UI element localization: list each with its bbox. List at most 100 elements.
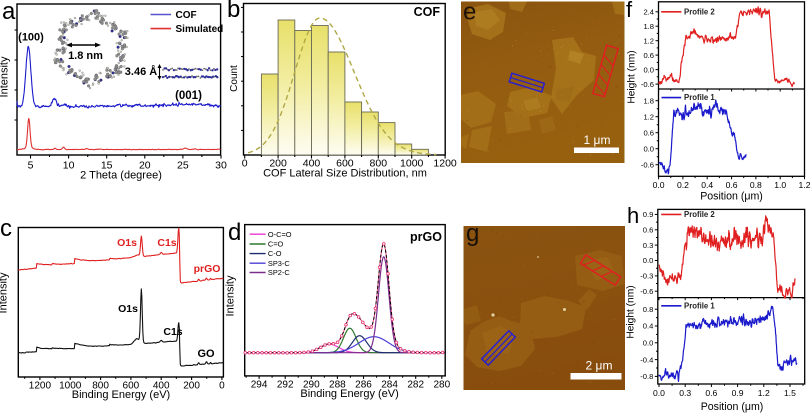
svg-text:1.2: 1.2 xyxy=(799,180,811,190)
svg-text:e: e xyxy=(463,0,476,26)
svg-text:SP2-C: SP2-C xyxy=(268,268,290,277)
svg-text:0.0: 0.0 xyxy=(643,65,654,74)
svg-text:25: 25 xyxy=(177,160,189,172)
svg-text:1.8: 1.8 xyxy=(643,22,654,31)
svg-text:Intensity: Intensity xyxy=(225,275,237,316)
svg-text:280: 280 xyxy=(433,380,450,391)
svg-text:800: 800 xyxy=(370,158,388,170)
svg-text:O1s: O1s xyxy=(118,303,138,315)
svg-text:1.8: 1.8 xyxy=(643,96,654,105)
svg-text:1.8 nm: 1.8 nm xyxy=(68,50,103,62)
svg-text:1.0: 1.0 xyxy=(774,180,786,190)
svg-text:1 μm: 1 μm xyxy=(584,133,611,147)
svg-text:290: 290 xyxy=(303,380,320,391)
svg-text:2.4: 2.4 xyxy=(643,7,654,16)
svg-text:400: 400 xyxy=(153,381,170,392)
svg-text:Position (μm): Position (μm) xyxy=(700,191,763,203)
svg-text:2 Theta (degree): 2 Theta (degree) xyxy=(80,170,162,182)
svg-text:286: 286 xyxy=(355,380,372,391)
svg-text:800: 800 xyxy=(92,381,109,392)
svg-text:0.9: 0.9 xyxy=(643,210,654,219)
svg-text:0.3: 0.3 xyxy=(643,241,654,250)
svg-text:g: g xyxy=(466,220,479,247)
svg-text:600: 600 xyxy=(123,381,140,392)
svg-text:Profile 2: Profile 2 xyxy=(684,210,715,219)
svg-text:prGO: prGO xyxy=(410,230,442,244)
svg-text:b: b xyxy=(227,0,240,23)
svg-text:Simulated: Simulated xyxy=(176,24,224,35)
svg-text:Intensity: Intensity xyxy=(0,272,10,313)
svg-text:c: c xyxy=(0,215,12,242)
svg-text:0.6: 0.6 xyxy=(726,180,738,190)
svg-text:3.46 Å: 3.46 Å xyxy=(125,65,157,78)
svg-text:288: 288 xyxy=(329,380,346,391)
svg-text:0.8: 0.8 xyxy=(750,180,762,190)
svg-text:294: 294 xyxy=(251,380,268,391)
svg-text:30: 30 xyxy=(215,160,227,172)
svg-text:20: 20 xyxy=(139,160,151,172)
svg-text:C1s: C1s xyxy=(163,326,182,338)
svg-text:Count: Count xyxy=(229,65,240,92)
svg-text:-0.4: -0.4 xyxy=(640,355,653,364)
svg-text:200: 200 xyxy=(183,381,200,392)
svg-text:292: 292 xyxy=(277,380,294,391)
svg-text:284: 284 xyxy=(381,380,398,391)
svg-text:0.4: 0.4 xyxy=(643,322,654,331)
svg-text:400: 400 xyxy=(303,158,321,170)
svg-text:C=O: C=O xyxy=(268,240,284,249)
svg-text:SP3-C: SP3-C xyxy=(268,259,290,268)
svg-text:(100): (100) xyxy=(18,32,44,44)
svg-text:1000: 1000 xyxy=(400,158,424,170)
svg-text:Binding Energy (eV): Binding Energy (eV) xyxy=(72,389,170,401)
svg-text:Intensity: Intensity xyxy=(0,56,11,97)
svg-text:Height (nm): Height (nm) xyxy=(626,285,637,338)
svg-text:5: 5 xyxy=(28,160,34,172)
svg-text:0: 0 xyxy=(219,381,225,392)
svg-text:-0.3: -0.3 xyxy=(640,272,653,281)
svg-text:O1s: O1s xyxy=(117,237,137,249)
svg-text:Binding Energy (eV): Binding Energy (eV) xyxy=(300,388,398,400)
svg-text:Profile 1: Profile 1 xyxy=(684,93,715,102)
svg-text:-0.6: -0.6 xyxy=(641,80,654,89)
svg-text:600: 600 xyxy=(336,158,354,170)
svg-text:15: 15 xyxy=(101,160,113,172)
svg-text:C1s: C1s xyxy=(157,237,176,249)
svg-text:0: 0 xyxy=(242,158,248,170)
svg-text:-0.6: -0.6 xyxy=(640,287,653,296)
svg-text:200: 200 xyxy=(269,158,287,170)
svg-text:-0.6: -0.6 xyxy=(641,160,654,169)
svg-text:Height (nm): Height (nm) xyxy=(627,50,638,103)
svg-text:0.8: 0.8 xyxy=(643,305,654,314)
svg-text:0.0: 0.0 xyxy=(643,144,654,153)
svg-text:1.2: 1.2 xyxy=(643,36,654,45)
svg-text:-0.8: -0.8 xyxy=(640,372,653,381)
svg-text:0.4: 0.4 xyxy=(701,180,713,190)
svg-text:Profile 2: Profile 2 xyxy=(684,7,715,16)
svg-text:h: h xyxy=(627,203,639,228)
svg-text:2 μm: 2 μm xyxy=(586,359,613,373)
svg-text:1.2: 1.2 xyxy=(643,112,654,121)
svg-text:0.6: 0.6 xyxy=(705,388,717,398)
svg-text:Profile 1: Profile 1 xyxy=(684,301,715,310)
svg-text:COF: COF xyxy=(414,5,441,19)
svg-text:1000: 1000 xyxy=(59,381,82,392)
svg-text:1.5: 1.5 xyxy=(784,388,796,398)
svg-text:0.9: 0.9 xyxy=(732,388,744,398)
svg-text:1200: 1200 xyxy=(433,158,457,170)
svg-text:C-O: C-O xyxy=(268,249,282,258)
svg-text:GO: GO xyxy=(197,348,215,360)
svg-text:282: 282 xyxy=(407,380,424,391)
svg-text:(001): (001) xyxy=(175,90,202,102)
svg-text:0.6: 0.6 xyxy=(643,51,654,60)
svg-text:Position (μm): Position (μm) xyxy=(701,401,764,413)
svg-text:10: 10 xyxy=(63,160,75,172)
svg-text:0.0: 0.0 xyxy=(643,339,654,348)
svg-text:a: a xyxy=(2,0,16,25)
svg-text:prGO: prGO xyxy=(194,263,221,275)
svg-text:1.2: 1.2 xyxy=(758,388,770,398)
svg-text:0.0: 0.0 xyxy=(653,388,665,398)
svg-text:0.0: 0.0 xyxy=(653,180,665,190)
svg-text:0.3: 0.3 xyxy=(679,388,691,398)
svg-text:O-C=O: O-C=O xyxy=(268,230,292,239)
svg-text:0.2: 0.2 xyxy=(677,180,689,190)
